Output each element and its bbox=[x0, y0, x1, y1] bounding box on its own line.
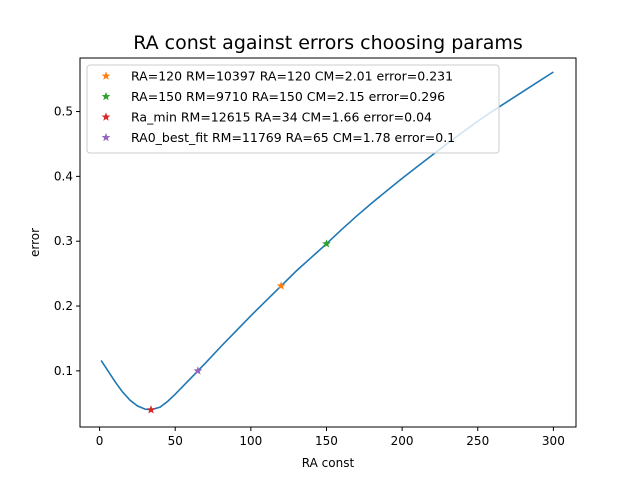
chart-title: RA const against errors choosing params bbox=[133, 32, 523, 54]
marker-point-1 bbox=[322, 239, 331, 248]
legend-marker-1 bbox=[101, 91, 111, 101]
legend-box bbox=[86, 64, 500, 154]
x-tick-label: 0 bbox=[96, 434, 104, 448]
x-axis: 0 50 100 150 200 250 300 bbox=[96, 427, 565, 448]
x-tick-label: 250 bbox=[466, 434, 489, 448]
marker-point-2 bbox=[146, 405, 156, 414]
plot-frame bbox=[79, 57, 577, 428]
y-axis: 0.1 0.2 0.3 0.4 0.5 bbox=[54, 105, 80, 378]
legend-label-2: Ra_min RM=12615 RA=34 CM=1.66 error=0.04 bbox=[131, 110, 432, 125]
legend-label-3: RA0_best_fit RM=11769 RA=65 CM=1.78 erro… bbox=[131, 130, 455, 145]
marker-point-0 bbox=[276, 281, 286, 290]
x-tick-label: 100 bbox=[239, 434, 262, 448]
legend-label-0: RA=120 RM=10397 RA=120 CM=2.01 error=0.2… bbox=[131, 69, 453, 84]
y-tick-label: 0.4 bbox=[54, 169, 73, 183]
legend-label-1: RA=150 RM=9710 RA=150 CM=2.15 error=0.29… bbox=[131, 89, 445, 104]
x-tick-label: 300 bbox=[542, 434, 565, 448]
legend: RA=120 RM=10397 RA=120 CM=2.01 error=0.2… bbox=[86, 64, 500, 154]
y-tick-label: 0.3 bbox=[54, 234, 73, 248]
x-axis-label: RA const bbox=[302, 456, 355, 470]
y-tick-label: 0.2 bbox=[54, 299, 73, 313]
legend-marker-0 bbox=[101, 71, 111, 80]
y-tick-label: 0.1 bbox=[54, 364, 73, 378]
y-tick-label: 0.5 bbox=[54, 105, 73, 119]
x-tick-label: 200 bbox=[391, 434, 414, 448]
y-axis-label: error bbox=[28, 228, 42, 257]
marker-point-3 bbox=[193, 366, 203, 375]
x-tick-label: 50 bbox=[168, 434, 183, 448]
legend-marker-2 bbox=[101, 112, 111, 121]
x-tick-label: 150 bbox=[315, 434, 338, 448]
legend-marker-3 bbox=[101, 132, 111, 142]
